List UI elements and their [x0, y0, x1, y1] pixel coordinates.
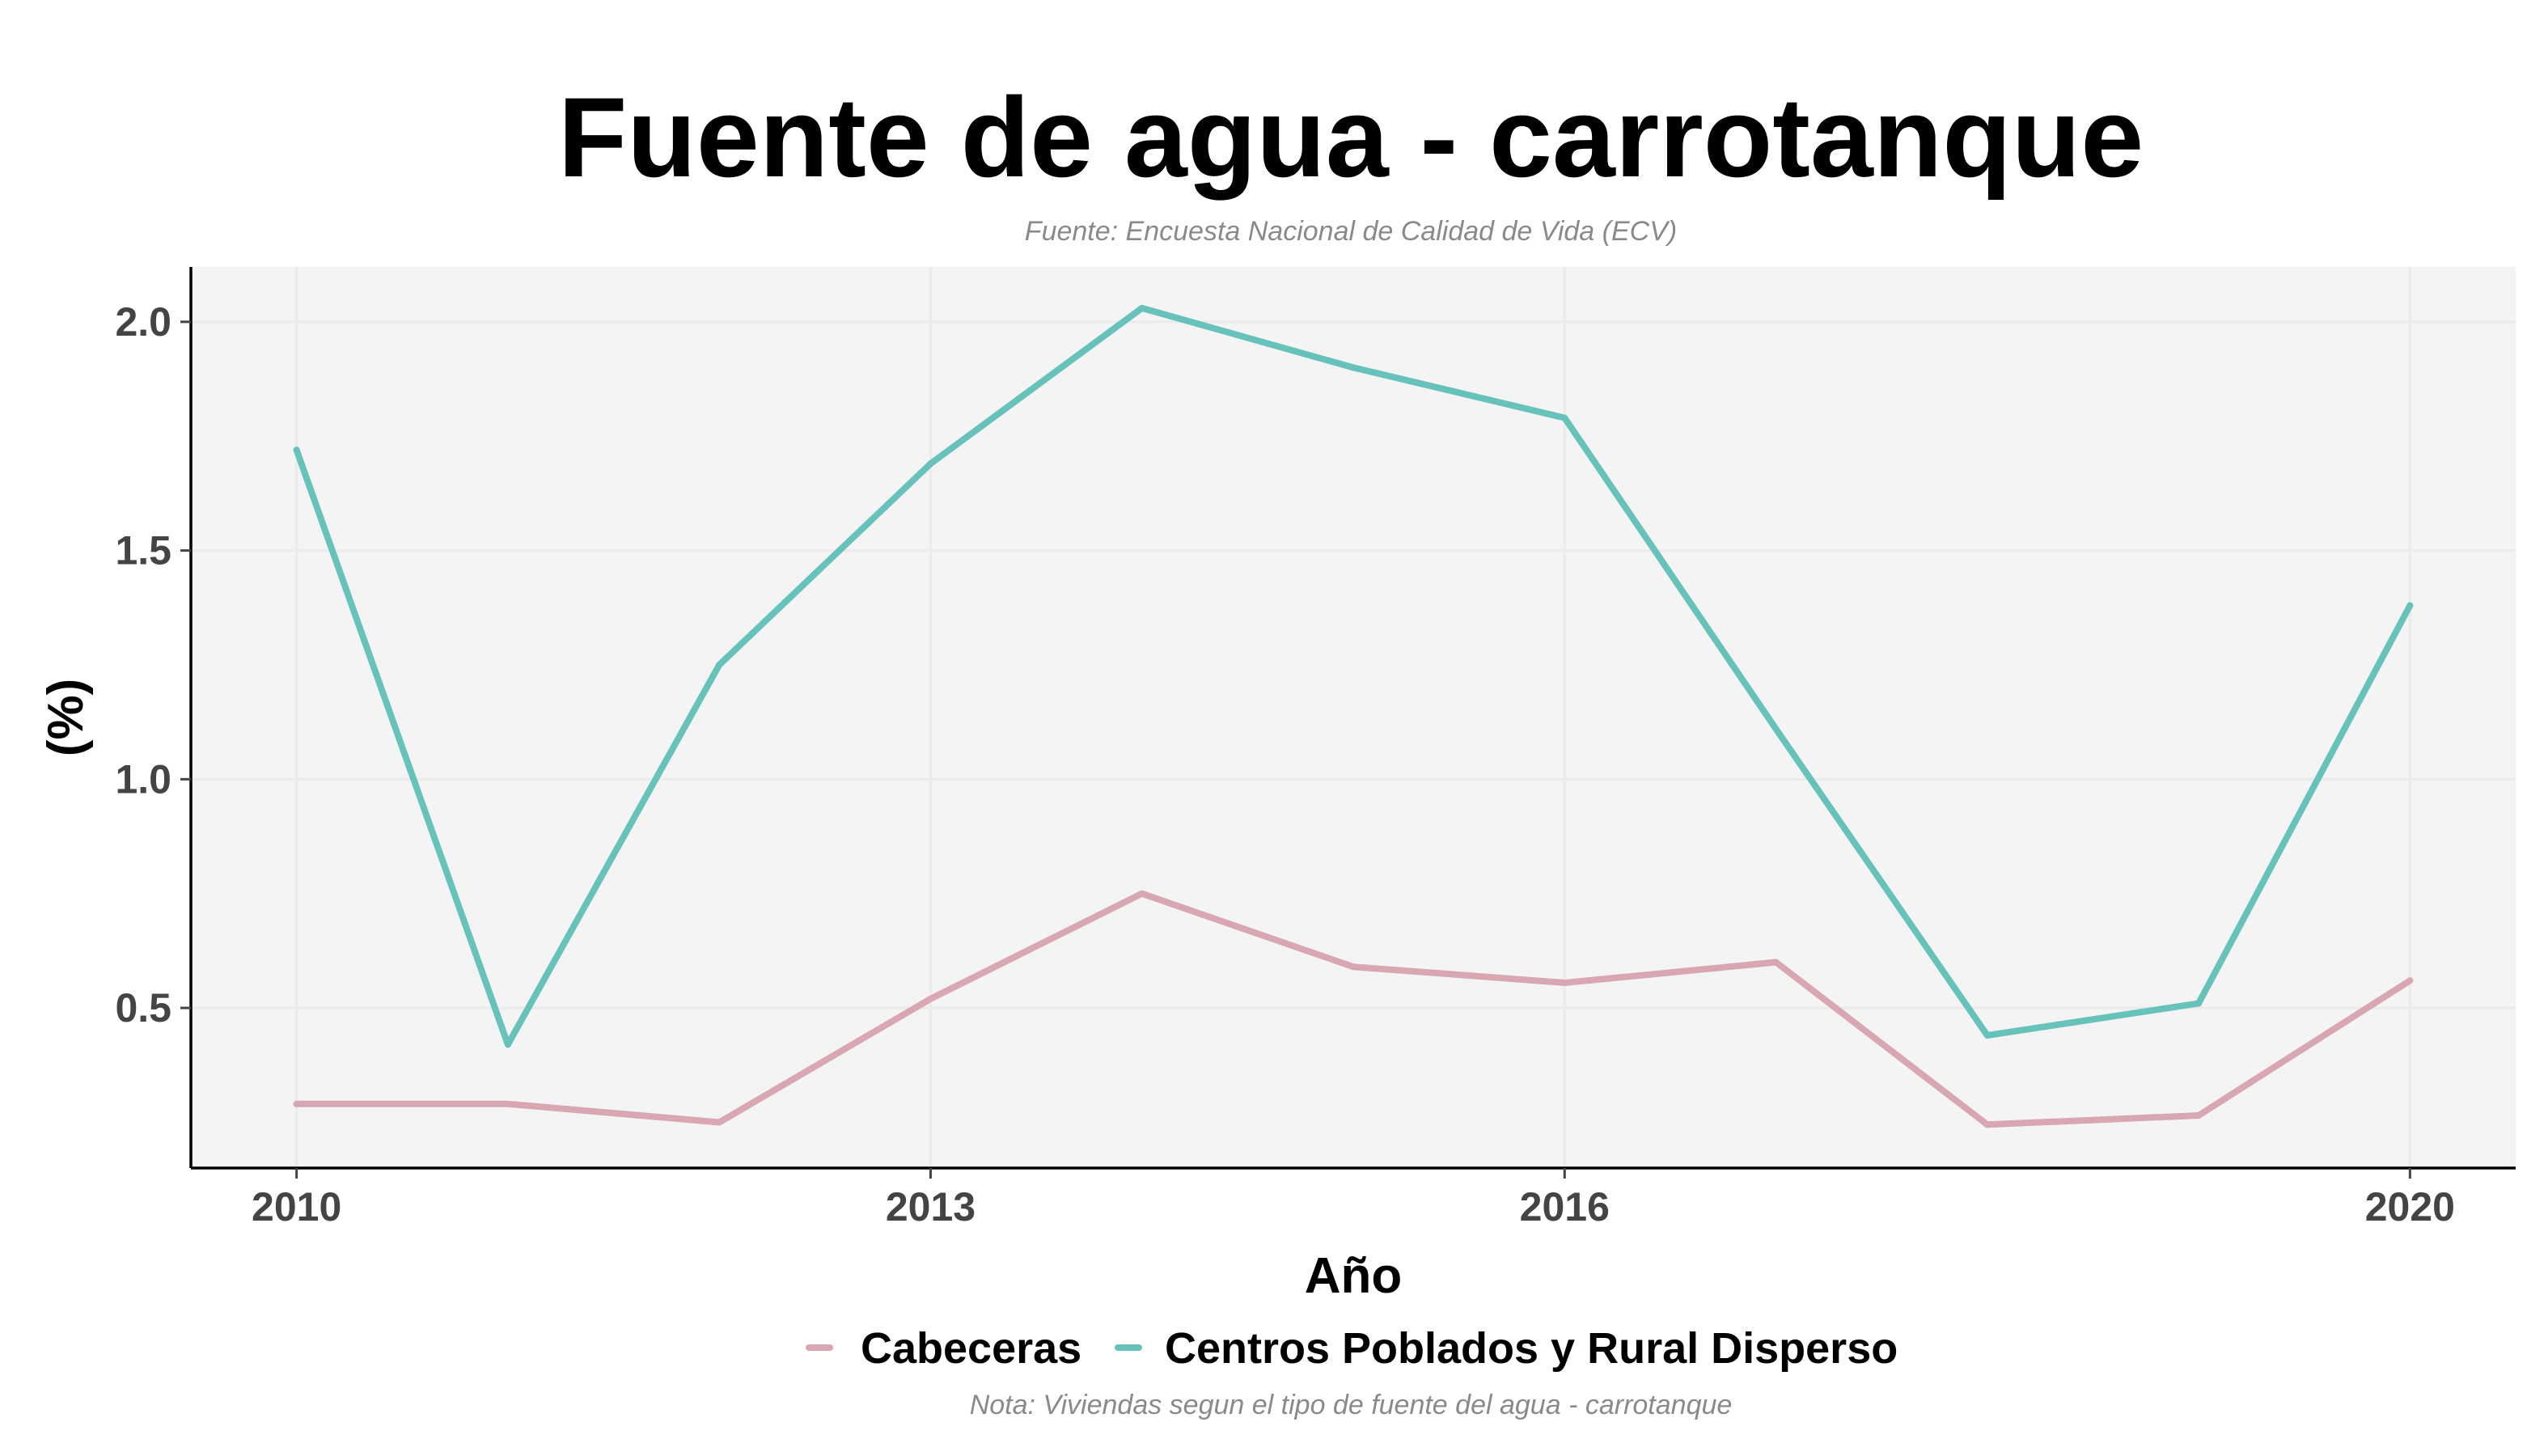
x-axis-title: Año: [1305, 1248, 1403, 1304]
data-point: [1983, 1121, 1991, 1128]
data-point: [1350, 364, 1357, 371]
chart-title: Fuente de agua - carrotanque: [558, 74, 2144, 201]
data-point: [1138, 304, 1145, 311]
y-tick-label: 1.5: [115, 528, 171, 574]
x-tick-label: 2016: [1520, 1184, 1610, 1230]
data-point: [1772, 726, 1780, 733]
plot-panel: [191, 267, 2516, 1168]
data-point: [504, 1041, 511, 1048]
data-point: [927, 995, 934, 1002]
data-point: [716, 661, 723, 668]
series-layer: [293, 304, 2414, 1128]
data-point: [1138, 890, 1145, 897]
x-tick-label: 2010: [252, 1184, 341, 1230]
data-point: [2195, 1111, 2203, 1119]
y-tick-label: 0.5: [115, 985, 171, 1031]
x-tick-label: 2013: [886, 1184, 976, 1230]
data-point: [716, 1119, 723, 1126]
data-point: [1561, 979, 1568, 986]
x-axis-ticks: 2010 2013 2016 2020: [252, 1168, 2455, 1230]
data-point: [927, 460, 934, 468]
data-point: [2406, 602, 2414, 609]
legend-label-cabeceras: Cabeceras: [861, 1324, 1081, 1373]
legend-label-centros-poblados: Centros Poblados y Rural Disperso: [1165, 1324, 1898, 1373]
y-tick-label: 1.0: [115, 756, 171, 802]
data-point: [293, 1100, 300, 1107]
grid-lines: [191, 267, 2516, 1168]
data-point: [1772, 959, 1780, 966]
data-point: [2195, 1000, 2203, 1007]
data-point: [504, 1100, 511, 1107]
chart-caption: Nota: Viviendas segun el tipo de fuente …: [970, 1390, 1733, 1420]
data-point: [1561, 414, 1568, 421]
legend: Cabeceras Centros Poblados y Rural Disper…: [806, 1324, 1898, 1373]
chart-subtitle: Fuente: Encuesta Nacional de Calidad de …: [1025, 216, 1677, 247]
data-point: [2406, 977, 2414, 984]
y-axis-ticks: 0.5 1.0 1.5 2.0: [115, 299, 191, 1031]
y-tick-label: 2.0: [115, 299, 171, 345]
data-point: [1350, 963, 1357, 971]
data-point: [293, 447, 300, 454]
y-axis-title: (%): [38, 679, 94, 756]
data-point: [1983, 1032, 1991, 1039]
x-tick-label: 2020: [2365, 1184, 2455, 1230]
